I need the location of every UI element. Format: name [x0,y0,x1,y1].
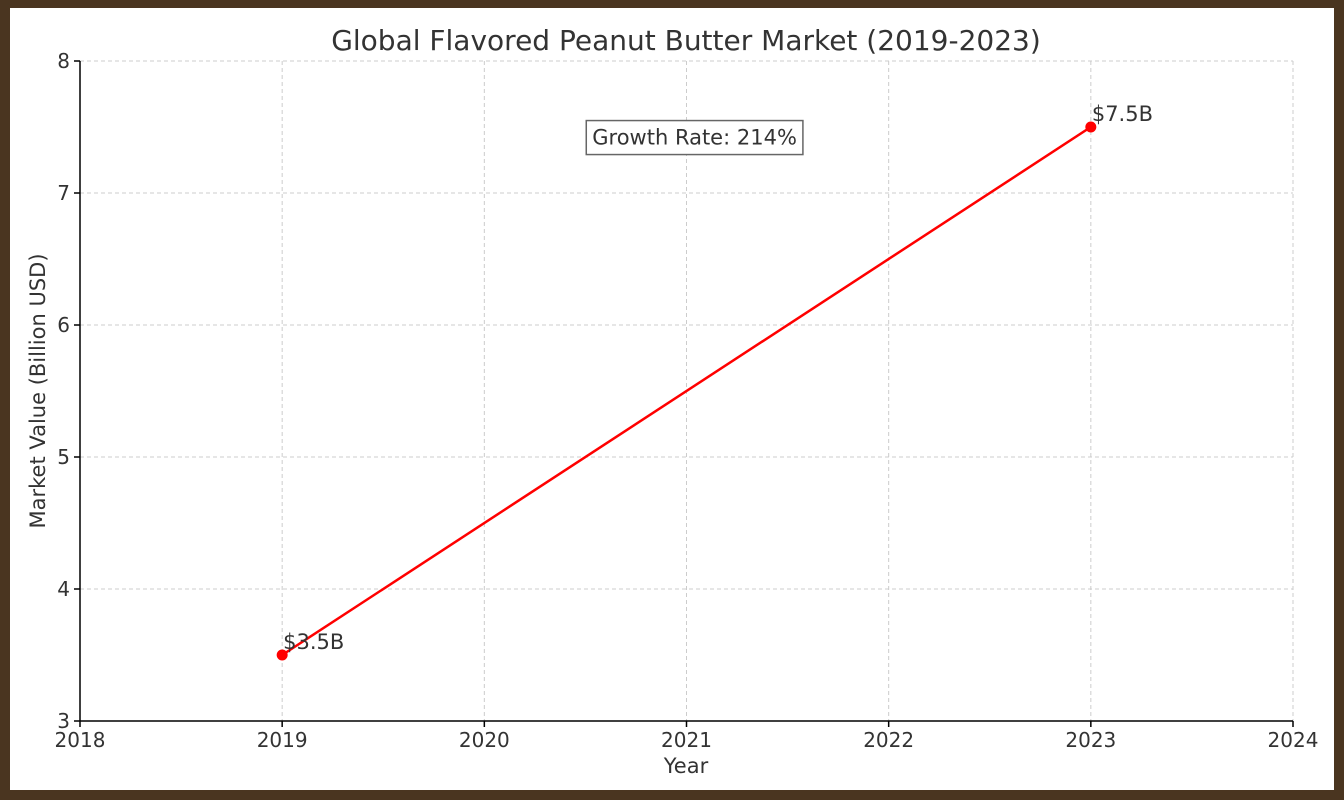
y-axis-label: Market Value (Billion USD) [26,253,50,528]
x-tick-label: 2024 [1268,728,1319,752]
x-tick-label: 2021 [661,728,712,752]
annotation-text: Growth Rate: 214% [592,126,797,150]
series: $3.5B $7.5B [276,102,1153,661]
x-axis-label: Year [663,754,709,778]
x-tick-label: 2019 [257,728,308,752]
annotations: Growth Rate: 214% [585,119,804,156]
y-tick-label: 3 [57,709,70,733]
annotation-box: Growth Rate: 214% [585,119,804,156]
x-tick-label: 2020 [459,728,510,752]
y-tick-label: 6 [57,313,70,337]
data-point [276,649,288,661]
x-tick-label: 2023 [1065,728,1116,752]
data-point [1085,121,1097,133]
y-tick-label: 4 [57,577,70,601]
y-tick-label: 5 [57,445,70,469]
y-tick-label: 8 [57,49,70,73]
x-tick-label: 2018 [55,728,106,752]
x-tick-label: 2022 [863,728,914,752]
annotation-border [585,119,804,156]
data-label: $3.5B [283,630,344,654]
series-line [281,125,1092,657]
chart-title: Global Flavored Peanut Butter Market (20… [331,24,1041,57]
axes: 2018 2019 2020 2021 2022 2023 2024 3 4 5 6 7 8 [55,49,1319,752]
y-tick-label: 7 [57,181,70,205]
data-label: $7.5B [1092,102,1153,126]
